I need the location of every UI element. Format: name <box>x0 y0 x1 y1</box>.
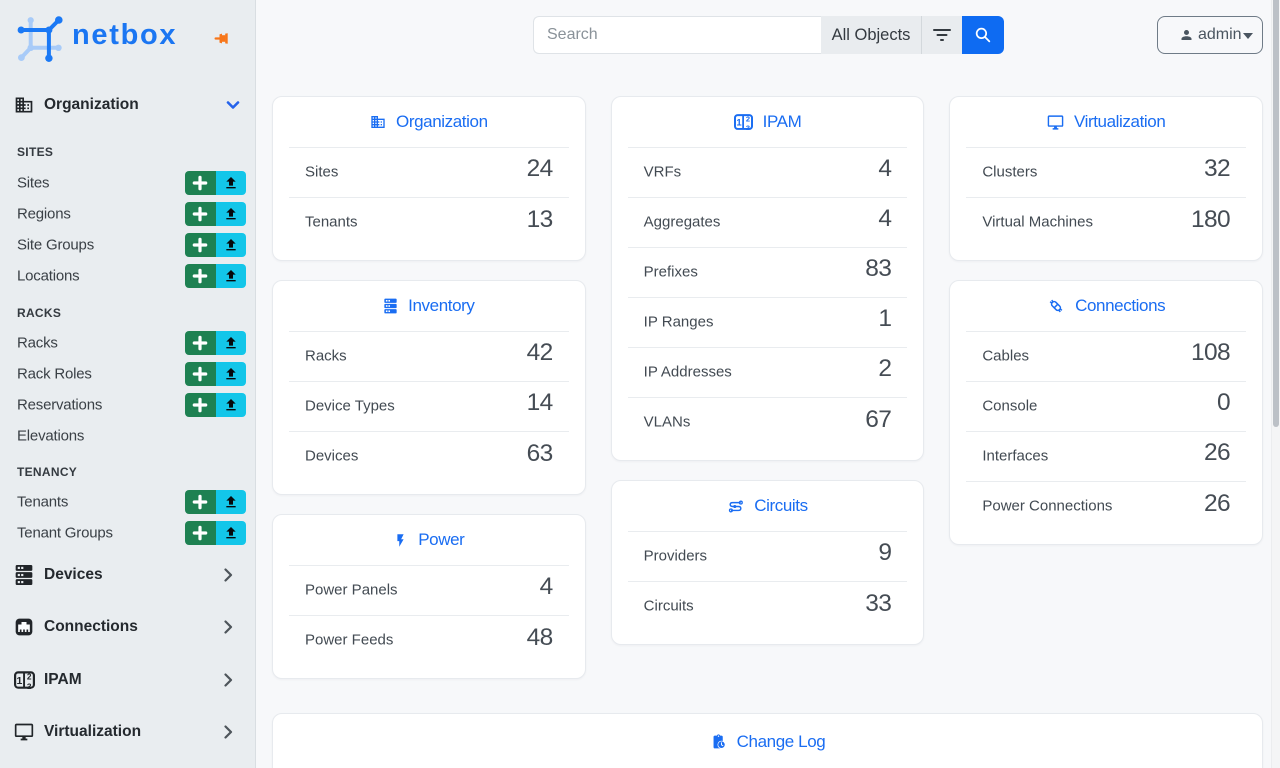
svg-text:3: 3 <box>745 124 749 130</box>
svg-text:1: 1 <box>17 675 23 687</box>
svg-text:2: 2 <box>27 671 32 681</box>
svg-text:1: 1 <box>736 118 742 129</box>
svg-text:3: 3 <box>27 681 32 688</box>
svg-text:2: 2 <box>745 114 749 123</box>
